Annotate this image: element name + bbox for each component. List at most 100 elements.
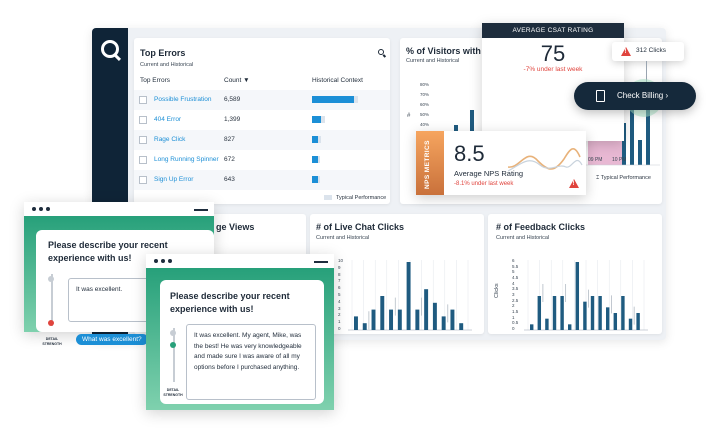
error-name-link[interactable]: 404 Error	[154, 116, 182, 123]
chart-bar[interactable]	[575, 262, 580, 330]
nps-side-label: NPS METRICS	[416, 131, 444, 195]
detail-strength-knob[interactable]	[48, 320, 54, 326]
chart-bar[interactable]	[362, 323, 367, 330]
visitors-bar[interactable]	[638, 140, 642, 165]
y-tick: 4	[512, 280, 515, 286]
window-dot	[32, 207, 36, 211]
chart-bar[interactable]	[424, 289, 429, 330]
visitors-title: % of Visitors with E	[406, 46, 490, 56]
column-header-name[interactable]: Top Errors	[140, 77, 170, 84]
chart-bar[interactable]	[389, 309, 394, 330]
survey-window-front: Please describe your recent experience w…	[146, 254, 334, 410]
y-tick: 60%	[420, 102, 430, 107]
live-chat-subtitle: Current and Historical	[316, 235, 370, 241]
chart-bar[interactable]	[441, 316, 446, 330]
y-tick: 2.5	[512, 297, 519, 303]
chart-bar[interactable]	[613, 313, 618, 330]
check-billing-button[interactable]: Check Billing ›	[574, 82, 696, 110]
window-dot	[161, 259, 165, 263]
window-minimize-icon	[194, 209, 208, 211]
chart-bar[interactable]	[354, 316, 358, 330]
chart-bar[interactable]	[590, 296, 595, 330]
chart-bar[interactable]	[380, 296, 385, 330]
window-dot	[154, 259, 158, 263]
detail-strength-knob[interactable]	[170, 330, 176, 336]
table-row[interactable]: 404 Error 1,399	[134, 110, 390, 130]
y-tick: 2	[512, 303, 515, 309]
row-checkbox[interactable]	[139, 156, 147, 164]
chart-bar[interactable]	[415, 309, 420, 330]
table-row[interactable]: Sign Up Error 643	[134, 170, 390, 190]
followup-chip[interactable]: What was excellent?	[76, 334, 148, 345]
nps-card: NPS METRICS 8.5 Average NPS Rating -8.1%…	[416, 131, 586, 195]
chart-bar[interactable]	[450, 309, 455, 330]
y-tick: 0.5	[512, 320, 519, 326]
app-logo-icon[interactable]	[101, 40, 119, 58]
chart-bar[interactable]	[545, 318, 549, 330]
error-name-link[interactable]: Possible Frustration	[154, 96, 212, 103]
visitors-bar[interactable]	[646, 95, 650, 165]
chart-bar[interactable]	[530, 324, 534, 330]
detail-strength-knob[interactable]	[48, 276, 54, 282]
chart-bar[interactable]	[560, 296, 564, 330]
chart-bar[interactable]	[606, 307, 610, 330]
nps-value: 8.5	[454, 141, 485, 166]
search-icon[interactable]	[378, 49, 384, 55]
detail-strength-label: DETAIL STRENGTH	[42, 337, 62, 346]
top-errors-subtitle: Current and Historical	[140, 62, 194, 68]
survey-answer-field[interactable]: It was excellent. My agent, Mike, was th…	[186, 324, 316, 400]
window-dot	[46, 207, 50, 211]
y-tick: 8	[338, 271, 341, 277]
error-bar	[312, 176, 318, 183]
survey-question: Please describe your recent experience w…	[48, 240, 168, 263]
chart-bar[interactable]	[628, 318, 633, 330]
chart-bar[interactable]	[636, 313, 640, 330]
error-count: 827	[224, 136, 235, 143]
table-row[interactable]: Long Running Spinner 672	[134, 150, 390, 170]
chart-bar[interactable]	[537, 296, 542, 330]
chart-bar[interactable]	[459, 323, 464, 330]
y-tick: 3.5	[512, 286, 519, 292]
error-count: 1,399	[224, 116, 241, 123]
table-row[interactable]: Possible Frustration 6,589	[134, 90, 390, 110]
column-header-context: Historical Context	[312, 77, 363, 84]
survey-question: Please describe your recent experience w…	[170, 291, 290, 314]
visitors-bar[interactable]	[622, 123, 626, 165]
y-tick: 5	[338, 292, 341, 297]
error-count: 6,589	[224, 96, 241, 103]
row-checkbox[interactable]	[139, 176, 147, 184]
chart-bar[interactable]	[371, 309, 376, 330]
chart-bar[interactable]	[598, 296, 602, 330]
chart-bar[interactable]	[583, 301, 587, 330]
error-name-link[interactable]: Rage Click	[154, 136, 186, 143]
y-tick: 80%	[420, 82, 430, 87]
table-row[interactable]: Rage Click 827	[134, 130, 390, 150]
error-name-link[interactable]: Long Running Spinner	[154, 156, 219, 163]
csat-value: 75	[540, 41, 566, 66]
chart-bar[interactable]	[397, 309, 402, 330]
clicks-badge[interactable]: 312 Clicks	[612, 42, 684, 61]
y-tick: 10	[338, 258, 344, 263]
row-checkbox[interactable]	[139, 96, 147, 104]
y-tick: 2	[338, 312, 341, 318]
chart-bar[interactable]	[568, 324, 572, 330]
detail-strength-label: DETAIL STRENGTH	[163, 388, 183, 397]
row-checkbox[interactable]	[139, 116, 147, 124]
chart-bar[interactable]	[621, 296, 625, 330]
legend-swatch	[324, 195, 332, 200]
feedback-chart	[524, 260, 648, 331]
error-bar	[312, 116, 321, 123]
window-dot	[39, 207, 43, 211]
visitors-bar[interactable]	[630, 105, 634, 165]
window-minimize-icon	[314, 261, 328, 263]
check-billing-label: Check Billing ›	[617, 91, 669, 100]
row-checkbox[interactable]	[139, 136, 147, 144]
detail-strength-knob[interactable]	[170, 342, 176, 348]
y-tick: 5	[512, 269, 515, 275]
chart-bar[interactable]	[432, 302, 437, 330]
error-name-link[interactable]: Sign Up Error	[154, 176, 194, 183]
chart-bar[interactable]	[552, 296, 557, 330]
column-header-count[interactable]: Count ▼	[224, 77, 250, 84]
chart-bar[interactable]	[406, 262, 411, 330]
window-titlebar	[24, 202, 214, 216]
